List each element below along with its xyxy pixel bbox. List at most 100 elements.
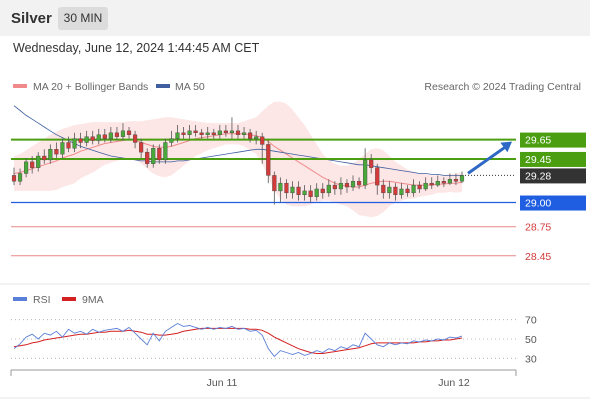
candle-body <box>229 130 235 134</box>
timeframe-button[interactable]: 30 MIN <box>58 7 108 30</box>
candle-body <box>254 136 259 139</box>
candle-body <box>241 132 247 135</box>
copyright-label: Research © 2024 Trading Central <box>424 81 581 93</box>
projection-arrow-head <box>500 141 512 153</box>
candle-body <box>459 175 465 182</box>
candle-body <box>54 149 59 155</box>
candle-body <box>169 138 174 143</box>
candle-body <box>84 136 89 143</box>
chart-header: Silver 30 MIN <box>0 0 590 36</box>
rsi-tick-30: 30 <box>525 353 537 365</box>
x-tick-label: Jun 11 <box>207 377 238 389</box>
candle-body <box>145 151 150 164</box>
projection-arrow-shaft <box>467 145 507 175</box>
candle-body <box>211 132 216 135</box>
candle-body <box>441 181 446 184</box>
rsi-legend-label: RSI <box>33 294 51 306</box>
candle-body <box>429 182 434 186</box>
candles <box>11 117 465 205</box>
candle-body <box>417 184 422 190</box>
candle-body <box>151 148 156 164</box>
candle-body <box>126 130 132 135</box>
candle-body <box>96 134 101 141</box>
candle-body <box>48 149 53 161</box>
rsi-tick-70: 70 <box>525 315 537 327</box>
ma9-legend-label: 9MA <box>82 294 104 306</box>
level-29-28-label-bg <box>520 168 586 184</box>
x-tick-label: Jun 12 <box>438 377 470 389</box>
candle-body <box>36 155 41 168</box>
bollinger-band <box>14 101 462 218</box>
candle-body <box>320 188 325 194</box>
ma20-legend-swatch <box>13 84 27 88</box>
rsi-line <box>13 322 463 358</box>
candle-body <box>272 175 277 192</box>
candle-body <box>235 130 241 135</box>
candle-body <box>381 184 386 194</box>
candle-body <box>181 132 186 135</box>
candle-body <box>435 181 440 186</box>
candle-body <box>66 142 71 149</box>
level-29-45-label-bg <box>520 151 586 167</box>
candle-body <box>133 134 138 143</box>
candle-body <box>30 161 35 168</box>
candle-body <box>102 134 107 139</box>
level-29-28-label: 29.28 <box>525 170 551 182</box>
ma50-line <box>13 105 462 176</box>
projection-arrow <box>467 141 512 175</box>
candle-body <box>157 148 162 161</box>
ma9-line <box>13 327 463 354</box>
level-29-00-label-bg <box>520 195 586 211</box>
candle-body <box>278 182 283 192</box>
candle-body <box>314 188 319 197</box>
candle-body <box>120 130 126 137</box>
rsi-tick-50: 50 <box>525 334 537 346</box>
candle-body <box>193 130 198 134</box>
candle-body <box>411 184 416 194</box>
candle-body <box>387 186 392 194</box>
candle-body <box>72 138 77 149</box>
candle-body <box>399 188 404 195</box>
candle-body <box>284 182 289 194</box>
candle-body <box>338 182 343 190</box>
candle-body <box>42 155 47 161</box>
bollinger-band-area <box>14 101 462 218</box>
candle-body <box>266 144 271 176</box>
candle-body <box>248 132 253 139</box>
candle-body <box>326 184 331 194</box>
candle-body <box>24 161 29 174</box>
candle-body <box>108 132 113 139</box>
level-29-00-label: 29.00 <box>525 198 551 210</box>
candle-body <box>363 159 368 186</box>
candle-body <box>447 179 452 184</box>
candle-body <box>205 132 210 135</box>
candle-body <box>11 175 17 182</box>
candle-body <box>217 130 222 135</box>
candle-body <box>344 182 350 188</box>
time-axis-ticks: Jun 11 Jun 12 <box>10 370 517 389</box>
candle-body <box>60 142 65 155</box>
level-28-45-label: 28.45 <box>525 251 551 263</box>
candle-body <box>308 190 313 197</box>
candle-body <box>114 132 119 137</box>
candle-body <box>139 142 144 153</box>
candle-body <box>187 130 192 135</box>
level-29-65-label-bg <box>520 132 586 148</box>
rsi-legend-swatch <box>13 297 27 301</box>
candle-body <box>199 132 204 135</box>
candle-body <box>393 186 398 195</box>
candle-body <box>369 159 374 168</box>
ma9-legend-swatch <box>62 297 76 301</box>
candle-body <box>175 132 180 139</box>
candle-body <box>302 190 307 195</box>
level-29-45-label: 29.45 <box>525 154 551 166</box>
level-28-75-label: 28.75 <box>525 222 551 234</box>
candle-body <box>163 142 168 161</box>
candle-body <box>405 188 410 194</box>
ma20-legend-label: MA 20 + Bollinger Bands <box>33 81 148 93</box>
candle-body <box>357 181 362 186</box>
candle-body <box>290 186 295 194</box>
candle-body <box>90 136 95 141</box>
